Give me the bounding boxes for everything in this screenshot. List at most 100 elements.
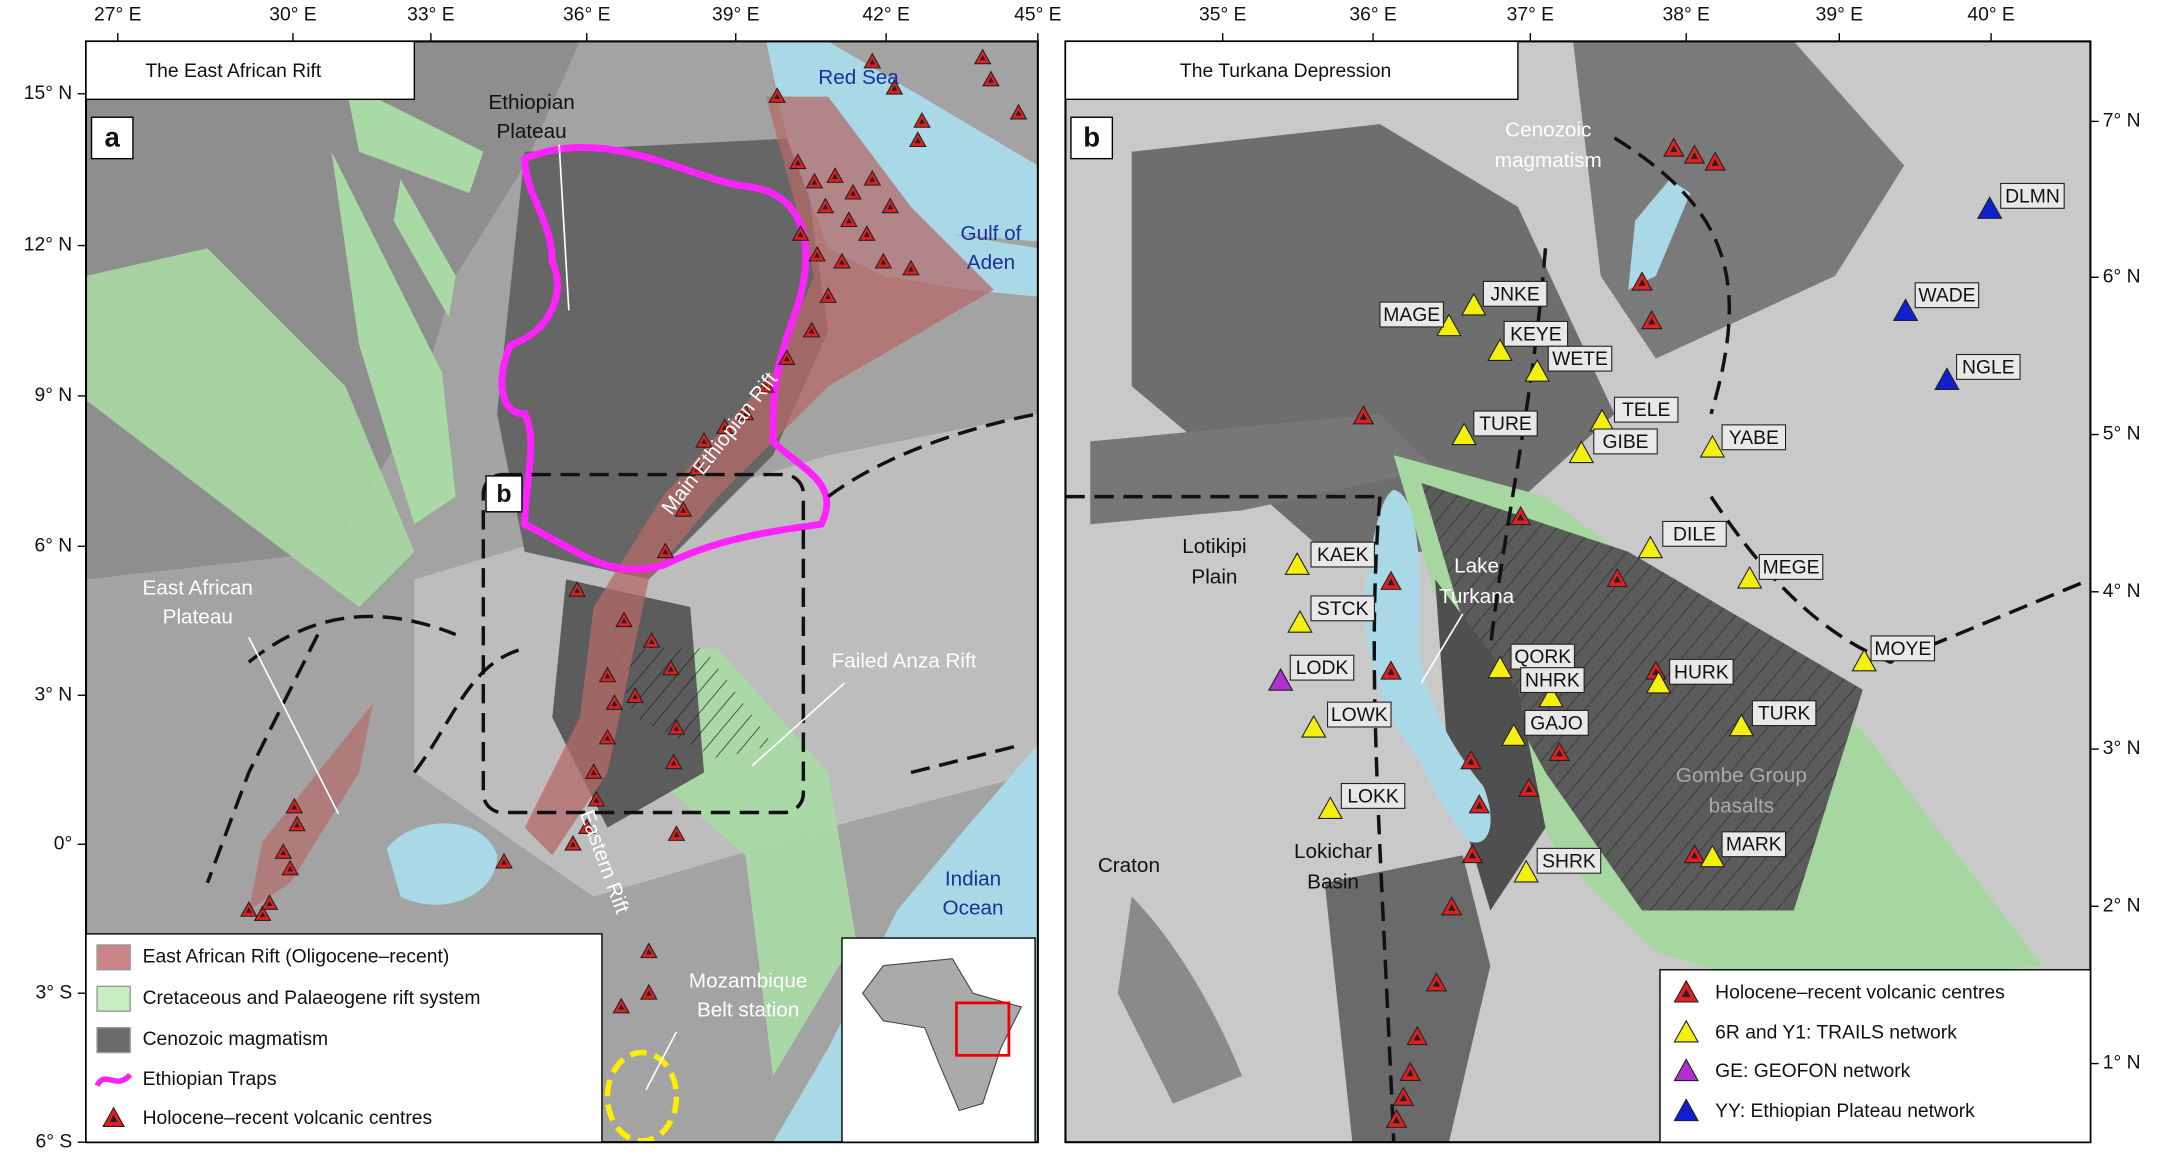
volcano-core: [822, 204, 829, 210]
volcano-core: [1468, 851, 1477, 859]
station-label-box: [1547, 345, 1613, 372]
lat-tick-label: 12° N: [24, 235, 72, 256]
lon-tick-label: 33° E: [407, 4, 455, 25]
station-label-box: [1870, 635, 1936, 662]
volcano-core: [604, 673, 611, 679]
station-label: SHRK: [1542, 851, 1596, 872]
volcano-core: [1670, 145, 1678, 153]
lon-tick-label: 27° E: [94, 4, 142, 25]
lat-tick-label: 1° N: [2103, 1053, 2141, 1074]
volcano-core: [891, 85, 898, 91]
annotation: East African: [143, 577, 253, 600]
volcano-core: [1413, 1033, 1421, 1041]
volcano-core: [1690, 152, 1699, 159]
volcano-core: [618, 1004, 625, 1010]
volcano-core: [1432, 979, 1441, 987]
volcano-core: [583, 824, 590, 831]
volcano-core: [979, 55, 986, 61]
legend-label: Cenozoic magmatism: [143, 1029, 329, 1050]
lon-tick-label: 30° E: [269, 4, 317, 25]
lat-tick-label: 6° S: [36, 1131, 73, 1152]
station: [1538, 684, 1564, 708]
lat-tick-label: 9° N: [34, 385, 72, 406]
volcano-core: [632, 693, 638, 700]
station: [1501, 723, 1527, 746]
station-label-box: [1914, 282, 1980, 309]
station: [1699, 844, 1726, 868]
volcano-core: [621, 617, 627, 624]
volcano-core: [673, 725, 680, 731]
legend-swatch: [96, 985, 131, 1012]
legend-label: Ethiopian Traps: [143, 1069, 277, 1090]
annotation: Lotikipi: [1182, 535, 1246, 558]
annotation: Gulf of: [960, 222, 1021, 245]
volcano-core: [783, 355, 790, 362]
annotation: Red Sea: [818, 66, 899, 89]
station-label: TELE: [1622, 400, 1670, 421]
station-label-box: [1524, 709, 1589, 736]
station-label: TURE: [1479, 414, 1532, 435]
station-label-box: [1326, 701, 1392, 728]
title-box: [1064, 40, 1519, 101]
station: [1728, 713, 1755, 737]
volcano-core: [259, 911, 266, 918]
volcano-core: [1015, 110, 1022, 116]
station-label: KAEK: [1317, 545, 1369, 566]
lat-tick-label: 2° N: [2103, 895, 2141, 916]
station: [1736, 565, 1763, 589]
station: [1934, 367, 1960, 390]
volcano-core: [645, 948, 652, 955]
lat-tick-label: 6° N: [2103, 266, 2141, 287]
annotation: Indian: [945, 868, 1001, 891]
panel-label-box: [1070, 116, 1114, 160]
volcano-core: [988, 77, 994, 83]
station-label: STCK: [1317, 599, 1369, 620]
station-label: KEYE: [1510, 324, 1562, 345]
volcano-core: [645, 990, 652, 996]
volcano-core: [570, 841, 576, 847]
volcano-core: [1517, 513, 1525, 521]
panel-title: The Turkana Depression: [1180, 61, 1391, 82]
legend-label: GE: GEOFON network: [1715, 1061, 1911, 1082]
lat-tick-label: 5° N: [2103, 424, 2141, 445]
lat-tick-label: 0°: [54, 833, 72, 854]
volcano-core: [590, 769, 597, 775]
station-label-box: [1536, 847, 1602, 874]
panel-label: a: [105, 122, 121, 153]
panel-label-box: [90, 116, 134, 160]
lon-tick-label: 40° E: [1967, 4, 2015, 25]
station: [1267, 667, 1294, 691]
station-label-box: [1379, 301, 1444, 328]
annotation: Ocean: [943, 897, 1004, 920]
volcano-core: [673, 831, 680, 838]
legend-label: 6R and Y1: TRAILS network: [1715, 1022, 1957, 1043]
lat-tick-label: 3° N: [34, 684, 72, 705]
volcano-core: [863, 231, 870, 237]
volcano-core: [763, 383, 769, 389]
volcano-core: [266, 900, 273, 907]
station: [1513, 859, 1539, 883]
station-label-box: [1758, 553, 1824, 580]
volcano-core: [1711, 159, 1719, 166]
lat-tick-label: 4° N: [2103, 581, 2141, 602]
volcano-core: [648, 638, 655, 644]
volcano-core: [839, 259, 845, 265]
volcano-core: [287, 866, 294, 872]
volcano-core: [1525, 785, 1533, 793]
panel-label: b: [1083, 122, 1100, 153]
legend-swatch: [1673, 1019, 1699, 1043]
volcano-core: [721, 424, 728, 431]
volcano-core: [774, 93, 781, 100]
volcano-core: [908, 266, 914, 272]
station-label: LODK: [1296, 658, 1349, 679]
station-label-box: [1310, 541, 1376, 568]
volcano-core: [1638, 279, 1646, 286]
volcano-core: [593, 797, 600, 803]
legend-label: YY: Ethiopian Plateau network: [1715, 1101, 1975, 1122]
station-label: LOKK: [1347, 786, 1399, 807]
annotation: Craton: [1098, 854, 1160, 877]
station: [1451, 422, 1477, 446]
volcano-core: [1467, 757, 1475, 765]
